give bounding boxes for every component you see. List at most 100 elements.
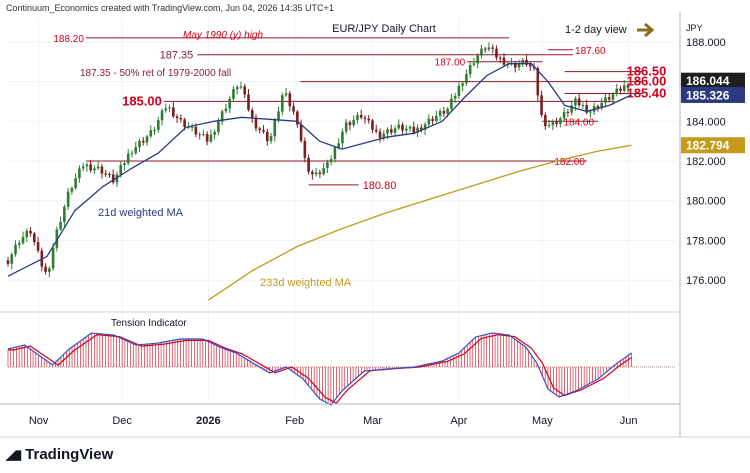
candle-body <box>544 114 547 127</box>
candle-body <box>220 111 224 122</box>
candle-body <box>292 106 295 112</box>
candle-body <box>525 59 528 65</box>
candle-body <box>356 114 359 120</box>
candle-body <box>70 187 74 192</box>
candle-body <box>104 173 107 175</box>
candle-body <box>502 57 506 65</box>
candle-body <box>363 117 367 119</box>
candle-body <box>521 59 525 64</box>
candle-body <box>78 168 81 179</box>
annotations: EUR/JPY Daily Chart 1-2 day view May 1990 … <box>80 22 655 329</box>
candle-body <box>258 128 262 131</box>
candle-body <box>100 166 104 174</box>
candle-body <box>596 106 600 109</box>
x-tick-label: Mar <box>363 415 382 427</box>
candle-body <box>123 163 126 165</box>
candle-body <box>44 266 47 272</box>
candle-body <box>126 153 130 164</box>
annotation-label: 21d weighted MA <box>98 207 184 219</box>
candle-body <box>468 64 472 75</box>
candle-body <box>581 105 585 107</box>
candle-body <box>85 164 89 167</box>
candle-body <box>423 124 427 130</box>
price-badge-label: 186.044 <box>686 74 730 88</box>
candle-body <box>378 131 382 138</box>
candle-body <box>513 63 517 68</box>
candle-body <box>51 247 55 269</box>
candle-body <box>14 244 17 255</box>
candle-body <box>119 164 123 175</box>
candle-body <box>386 129 389 134</box>
candle-body <box>280 95 284 112</box>
candle-body <box>450 98 453 109</box>
candle-body <box>453 96 457 99</box>
tension-line <box>7 332 632 406</box>
candle-body <box>536 68 540 96</box>
candle-body <box>404 128 408 131</box>
candle-body <box>359 114 363 118</box>
x-tick-label: May <box>532 415 553 427</box>
candle-body <box>547 125 551 127</box>
candle-body <box>374 129 378 132</box>
candle-body <box>168 107 171 109</box>
chart-title: EUR/JPY Daily Chart <box>332 23 436 35</box>
tradingview-logo: ◢▮ TradingView <box>6 446 113 463</box>
candle-body <box>273 120 277 137</box>
candle-body <box>401 124 404 131</box>
level-label: 186.50 <box>627 64 667 79</box>
candle-body <box>382 133 386 138</box>
candle-body <box>393 128 397 133</box>
candle-body <box>93 168 96 171</box>
candle-body <box>483 48 487 50</box>
tradingview-brand: TradingView <box>25 446 114 463</box>
candle-body <box>615 88 619 95</box>
level-label: 188.20 <box>53 34 84 45</box>
candle-body <box>96 166 100 169</box>
view-label: 1-2 day view <box>565 24 627 36</box>
candle-body <box>604 97 607 103</box>
y-tick-label: 188.000 <box>686 37 726 49</box>
level-label: 180.80 <box>363 180 397 192</box>
candle-body <box>254 117 258 129</box>
candle-body <box>311 171 314 175</box>
level-label: 186.00 <box>627 74 667 89</box>
candle-body <box>416 127 419 133</box>
candle-body <box>239 86 243 88</box>
candle-body <box>25 230 29 237</box>
candle-body <box>265 131 269 142</box>
level-label: 187.00 <box>435 58 466 69</box>
candle-body <box>326 162 329 169</box>
candle-body <box>59 221 62 230</box>
candle-body <box>198 134 201 136</box>
candle-body <box>202 134 205 136</box>
currency-label: JPY <box>686 23 703 33</box>
candle-body <box>329 159 333 163</box>
candle-body <box>352 119 355 125</box>
candle-body <box>307 157 310 172</box>
candle-body <box>213 131 216 135</box>
candle-body <box>224 108 228 112</box>
candle-body <box>341 131 344 144</box>
ma21-line <box>7 63 632 277</box>
candle-body <box>408 126 412 129</box>
candle-body <box>6 260 10 264</box>
candle-body <box>175 116 179 119</box>
candle-body <box>626 85 630 88</box>
candle-body <box>555 121 558 124</box>
candle-body <box>446 108 449 114</box>
candle-body <box>33 233 36 243</box>
candle-body <box>269 136 273 142</box>
chart-credit: Continuum_Economics created with Trading… <box>6 3 334 13</box>
price-badge <box>681 72 745 89</box>
level-label: 187.35 <box>160 50 194 62</box>
level-label: 187.60 <box>575 46 606 57</box>
annotation-label: 187.35 - 50% ret of 1979-2000 fall <box>80 68 231 79</box>
candle-body <box>322 168 325 175</box>
candle-body <box>559 118 562 124</box>
price-badge <box>681 137 745 154</box>
x-tick-label: Apr <box>450 415 467 427</box>
candle-body <box>235 87 239 90</box>
candle-body <box>145 136 149 143</box>
